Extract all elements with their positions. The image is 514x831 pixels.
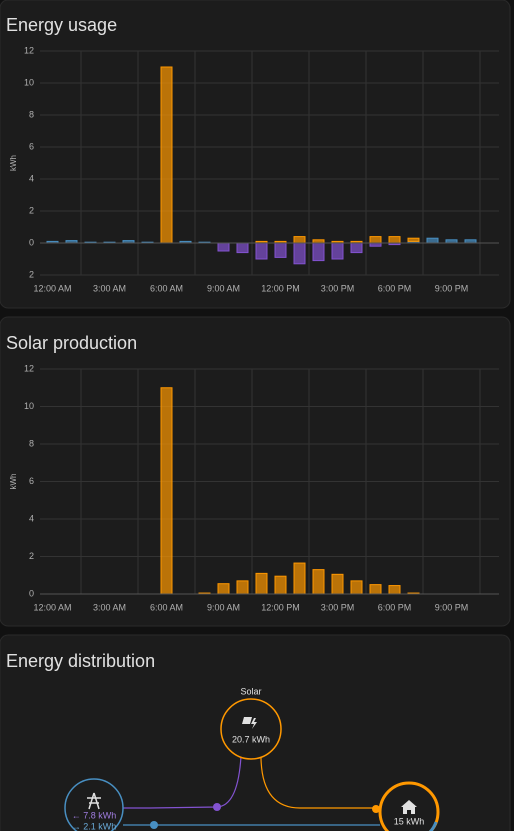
grid-export: → 2.1 kWh: [72, 821, 117, 831]
grid-icon: [87, 792, 101, 810]
y-tick-label: 2: [29, 269, 34, 279]
bar: [160, 387, 173, 595]
x-tick-label: 6:00 PM: [378, 283, 412, 293]
y-tick-label: 12: [24, 363, 34, 373]
x-tick-label: 9:00 PM: [435, 602, 469, 612]
flow-dot: [150, 821, 158, 829]
x-tick-label: 12:00 PM: [261, 602, 300, 612]
y-axis-label: kWh: [9, 474, 18, 490]
bar: [255, 242, 268, 260]
node-value: 15 kWh: [394, 816, 425, 826]
x-tick-label: 9:00 AM: [207, 602, 240, 612]
card-title: Solar production: [6, 333, 137, 353]
flow-dot: [372, 805, 380, 813]
bar: [236, 242, 249, 254]
flow-line: [260, 757, 380, 809]
x-tick-label: 6:00 AM: [150, 283, 183, 293]
y-tick-label: 4: [29, 173, 34, 183]
x-tick-label: 6:00 PM: [378, 602, 412, 612]
bar: [160, 66, 173, 244]
y-tick-label: 6: [29, 476, 34, 486]
bar: [331, 573, 344, 595]
y-tick-label: 8: [29, 438, 34, 448]
x-tick-label: 9:00 AM: [207, 283, 240, 293]
bar: [350, 580, 363, 595]
bar: [312, 242, 325, 262]
bar: [369, 584, 382, 595]
bar: [331, 242, 344, 260]
bar: [217, 583, 230, 595]
bar: [274, 575, 287, 595]
bar: [312, 569, 325, 595]
solar-icon: [242, 717, 257, 729]
x-tick-label: 12:00 AM: [33, 602, 71, 612]
bar: [350, 242, 363, 254]
home-ring: [428, 821, 438, 831]
node-label: Solar: [240, 686, 261, 696]
y-tick-label: 0: [29, 588, 34, 598]
home-icon: [401, 800, 417, 814]
x-tick-label: 6:00 AM: [150, 602, 183, 612]
y-tick-label: 2: [29, 551, 34, 561]
y-tick-label: 8: [29, 109, 34, 119]
bar: [388, 585, 401, 595]
card-title: Energy usage: [6, 15, 117, 35]
y-tick-label: 6: [29, 141, 34, 151]
x-tick-label: 9:00 PM: [435, 283, 469, 293]
y-tick-label: 2: [29, 205, 34, 215]
card: [0, 0, 511, 309]
card: [0, 316, 511, 627]
bar: [255, 572, 268, 595]
bar: [293, 562, 306, 595]
bar: [236, 580, 249, 595]
y-tick-label: 10: [24, 77, 34, 87]
card-title: Energy distribution: [6, 651, 155, 671]
x-tick-label: 12:00 PM: [261, 283, 300, 293]
y-tick-label: 4: [29, 513, 34, 523]
grid-import: ← 7.8 kWh: [72, 810, 117, 820]
bar: [369, 236, 382, 244]
node-value: 20.7 kWh: [232, 734, 270, 744]
bar: [293, 236, 306, 244]
bar: [274, 242, 287, 258]
flow-dot: [213, 803, 221, 811]
y-tick-label: 10: [24, 401, 34, 411]
bar: [388, 236, 401, 244]
y-tick-label: 12: [24, 45, 34, 55]
x-tick-label: 3:00 AM: [93, 283, 126, 293]
bar: [426, 237, 439, 244]
solar-node: [220, 698, 282, 760]
bar: [293, 242, 306, 265]
bar: [407, 237, 420, 242]
x-tick-label: 3:00 PM: [321, 602, 355, 612]
grid-node: [64, 778, 124, 831]
bar: [217, 242, 230, 252]
x-tick-label: 3:00 AM: [93, 602, 126, 612]
y-tick-label: 0: [29, 237, 34, 247]
y-axis-label: kWh: [9, 155, 18, 171]
x-tick-label: 12:00 AM: [33, 283, 71, 293]
x-tick-label: 3:00 PM: [321, 283, 355, 293]
